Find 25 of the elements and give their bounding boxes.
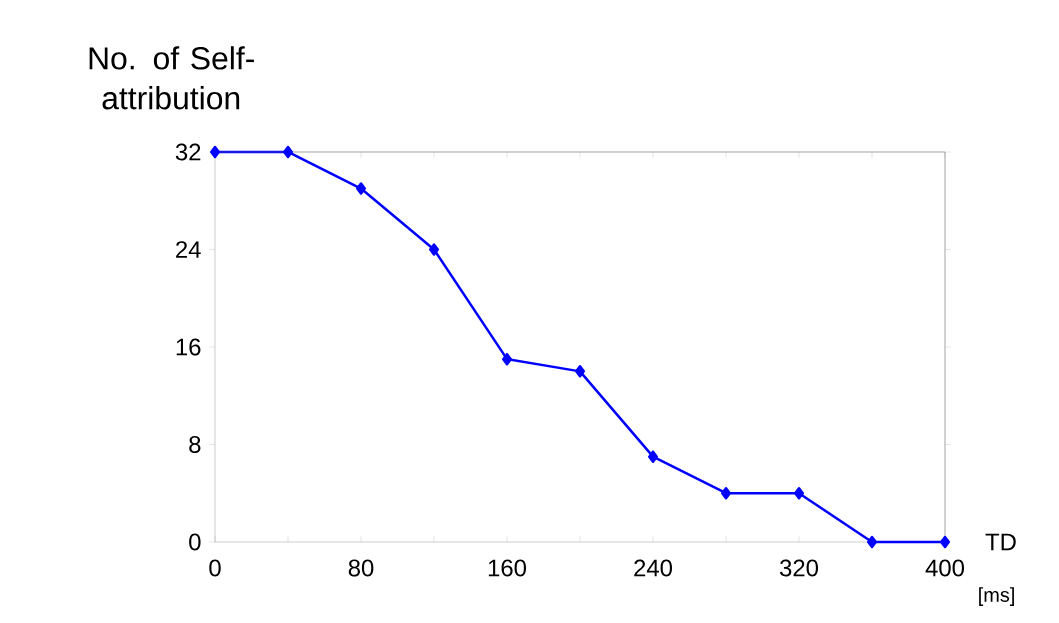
y-tick-label: 8 xyxy=(189,436,201,453)
point xyxy=(794,486,805,500)
point xyxy=(575,365,586,378)
point xyxy=(502,352,513,366)
y-tick-label: 16 xyxy=(176,338,201,356)
point xyxy=(940,535,951,549)
y-tick-label: 24 xyxy=(176,241,201,258)
x-tick-label: 320 xyxy=(779,559,819,577)
y-tick-label: 32 xyxy=(175,143,201,161)
y-tick-label: 0 xyxy=(189,533,201,551)
x-tick-label: 160 xyxy=(488,559,527,577)
x-tick-label: 0 xyxy=(209,559,221,577)
point xyxy=(721,486,732,500)
point xyxy=(648,450,659,463)
x-tick-label: 80 xyxy=(348,559,374,577)
point xyxy=(356,182,367,195)
point xyxy=(283,145,294,159)
x-tick-label: 400 xyxy=(925,559,965,577)
x-axis-title: TD xyxy=(985,533,1016,551)
y-axis-title: No. of Self-attribution xyxy=(89,46,254,110)
x-tick-label: 240 xyxy=(634,559,673,577)
point xyxy=(210,145,221,159)
point xyxy=(867,535,878,549)
text: [ms] xyxy=(979,587,1014,606)
point xyxy=(429,243,440,256)
